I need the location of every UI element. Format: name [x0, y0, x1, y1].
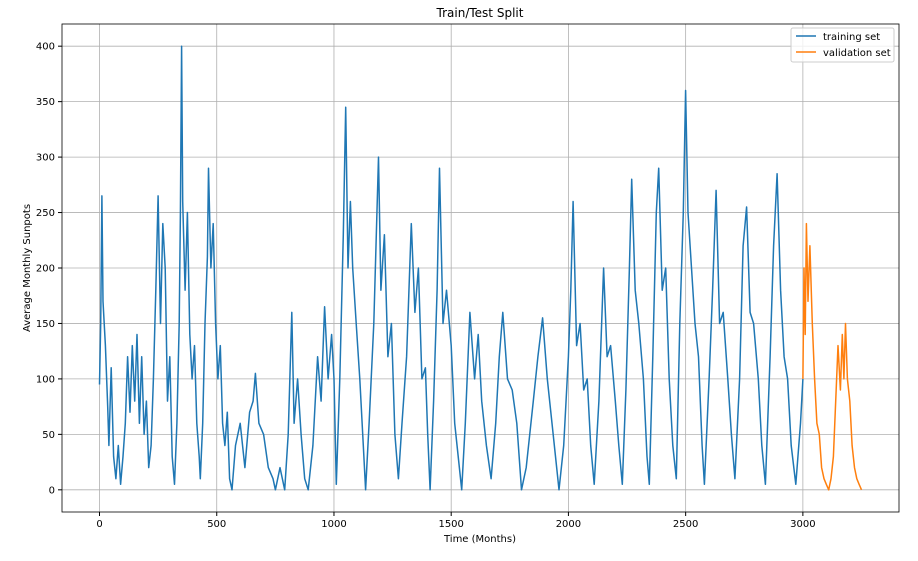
legend-label-training: training set	[823, 32, 880, 43]
series-line-training	[98, 45, 804, 491]
y-tick-label: 400	[36, 42, 55, 53]
axis-ticks: 0 500 1000 1500 2000 2500 3000 0 50 100 150 200 250 3…	[36, 42, 816, 530]
x-tick-label: 2500	[673, 519, 698, 530]
x-axis-label: Time (Months)	[443, 534, 516, 545]
legend-box	[790, 27, 895, 63]
x-tick-label: 2000	[556, 519, 581, 530]
series-lines	[98, 45, 863, 491]
y-axis-label: Average Monthly Sunpots	[22, 204, 33, 332]
x-tick-label: 1500	[438, 519, 463, 530]
y-tick-label: 200	[36, 264, 55, 275]
y-tick-label: 150	[36, 319, 55, 330]
y-tick-label: 300	[36, 153, 55, 164]
x-tick-label: 500	[207, 519, 226, 530]
y-tick-label: 350	[36, 97, 55, 108]
chart-title: Train/Test Split	[436, 6, 524, 20]
x-tick-label: 1000	[321, 519, 346, 530]
legend-label-validation: validation set	[823, 48, 891, 59]
y-tick-label: 100	[36, 374, 55, 385]
y-tick-label: 250	[36, 208, 55, 219]
y-tick-label: 0	[49, 485, 55, 496]
x-tick-label: 0	[96, 519, 102, 530]
y-tick-label: 50	[42, 430, 55, 441]
x-tick-label: 3000	[790, 519, 815, 530]
series-line-validation	[802, 222, 863, 491]
legend: training set validation set	[790, 27, 895, 63]
